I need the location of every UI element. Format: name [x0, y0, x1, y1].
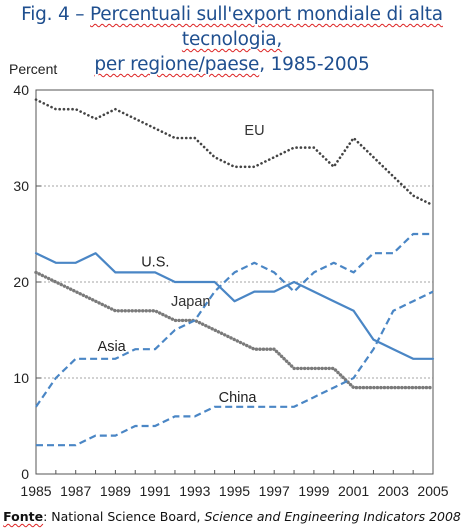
figure-title-text-2b: , 1985-2005	[259, 54, 370, 75]
figure-title-text-1: Percentuali sull'export mondiale di alta…	[90, 4, 443, 50]
y-tick-label-0: 0	[21, 466, 29, 482]
y-axis-ticks: 0 10 20 30 40	[13, 82, 41, 482]
series-labels: EU U.S. Japan Asia China	[98, 123, 265, 406]
series-lines	[34, 98, 435, 447]
x-tick-label-1995: 1995	[219, 483, 250, 499]
x-tick-label-1997: 1997	[259, 483, 290, 499]
figure-title: Fig. 4 – Percentuali sull'export mondial…	[0, 2, 464, 77]
y-tick-label-30: 30	[13, 178, 29, 194]
x-tick-label-1991: 1991	[140, 483, 171, 499]
source-text: : National Science Board,	[43, 509, 205, 524]
y-tick-label-40: 40	[13, 82, 29, 98]
series-line-eu	[34, 98, 435, 207]
source-note: Fonte: National Science Board, Science a…	[0, 509, 464, 524]
x-tick-label-2005: 2005	[417, 483, 448, 499]
x-tick-label-2001: 2001	[338, 483, 369, 499]
x-tick-label-1989: 1989	[100, 483, 131, 499]
series-label-asia: Asia	[98, 339, 127, 355]
y-axis-label: Percent	[9, 61, 57, 77]
series-line-japan	[34, 270, 435, 390]
series-label-china: China	[219, 390, 258, 406]
y-tick-label-10: 10	[13, 370, 29, 386]
x-tick-label-1987: 1987	[60, 483, 91, 499]
series-label-japan: Japan	[171, 294, 211, 310]
x-tick-label-1985: 1985	[20, 483, 51, 499]
x-tick-label-1999: 1999	[298, 483, 329, 499]
series-label-eu: EU	[244, 123, 264, 139]
source-publication: Science and Engineering Indicators 2008	[204, 509, 461, 524]
source-label: Fonte	[3, 509, 44, 524]
figure-title-text-2a: per regione/paese	[94, 54, 260, 75]
series-line-asia	[35, 232, 433, 408]
series-line-china	[36, 290, 434, 447]
figure-title-line-1: Fig. 4 – Percentuali sull'export mondial…	[0, 2, 464, 52]
figure-title-line-2: per regione/paese, 1985-2005	[0, 52, 464, 77]
x-axis-ticks: 1985 1987 1989 1991 1993 1995 1997 1999 2001 2003…	[20, 470, 449, 499]
y-tick-label-20: 20	[13, 274, 29, 290]
x-tick-label-2003: 2003	[378, 483, 409, 499]
series-line-us	[34, 252, 435, 360]
figure-number: Fig. 4 –	[21, 4, 91, 25]
x-tick-label-1993: 1993	[179, 483, 210, 499]
series-label-us: U.S.	[141, 255, 169, 271]
